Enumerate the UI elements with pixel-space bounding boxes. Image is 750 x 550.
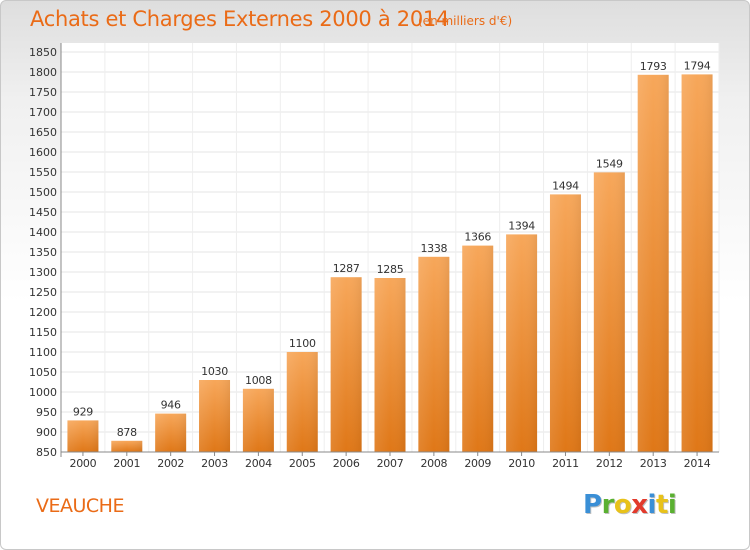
bar-shade-2004 xyxy=(242,388,274,452)
bars: 929 878 946 1030 1008 1100 1287 1285 1338 1366 139… xyxy=(67,59,713,453)
x-tick-label: 2000 xyxy=(70,457,97,470)
bar-shade-2011 xyxy=(549,194,581,452)
x-tick-label: 2012 xyxy=(596,457,623,470)
data-label: 1494 xyxy=(552,179,579,192)
data-label: 1100 xyxy=(289,337,316,350)
x-tick-label: 2013 xyxy=(640,457,667,470)
y-tick-label: 950 xyxy=(36,406,57,419)
y-tick-label: 1400 xyxy=(29,226,57,239)
y-tick-label: 1650 xyxy=(29,126,57,139)
x-tick-label: 2001 xyxy=(113,457,140,470)
data-label: 946 xyxy=(161,399,181,412)
bar-shade-2013 xyxy=(637,74,669,453)
y-tick-label: 1300 xyxy=(29,266,57,279)
proxiti-logo: Proxiti xyxy=(583,490,677,520)
y-tick-label: 1600 xyxy=(29,146,57,159)
y-tick-label: 1050 xyxy=(29,366,57,379)
commune-name: VEAUCHE xyxy=(36,495,124,517)
bar-shade-2003 xyxy=(199,380,231,452)
y-tick-label: 1550 xyxy=(29,166,57,179)
x-tick-label: 2014 xyxy=(684,457,711,470)
bar-shade-2009 xyxy=(462,245,494,452)
logo-letter: t xyxy=(655,490,668,520)
data-label: 1394 xyxy=(508,219,535,232)
y-tick-label: 1450 xyxy=(29,206,57,219)
data-label: 1287 xyxy=(333,262,360,275)
data-label: 1549 xyxy=(596,157,623,170)
logo-letter: x xyxy=(631,490,648,520)
x-tick-label: 2004 xyxy=(245,457,272,470)
x-tick-label: 2010 xyxy=(508,457,535,470)
bar-shade-2005 xyxy=(286,352,318,452)
bar-shade-2014 xyxy=(681,74,713,453)
bar-shade-2001 xyxy=(111,440,143,452)
y-tick-label: 1250 xyxy=(29,286,57,299)
logo-letter: o xyxy=(613,490,632,520)
bar-shade-2006 xyxy=(330,277,362,452)
logo-letter: i xyxy=(667,490,677,520)
x-tick-label: 2008 xyxy=(420,457,447,470)
y-tick-label: 1150 xyxy=(29,326,57,339)
data-label: 1030 xyxy=(201,365,228,378)
bar-shade-2000 xyxy=(67,420,99,452)
x-tick-label: 2011 xyxy=(552,457,579,470)
y-tick-label: 1100 xyxy=(29,346,57,359)
y-tick-label: 1850 xyxy=(29,46,57,59)
bar-shade-2002 xyxy=(155,413,187,452)
bar-shade-2012 xyxy=(593,172,625,452)
bar-shade-2008 xyxy=(418,256,450,452)
y-axis: 850 900 950 1000 1050 1100 1150 1200 1250 1300 135… xyxy=(29,43,62,459)
y-tick-label: 1750 xyxy=(29,86,57,99)
x-tick-label: 2003 xyxy=(201,457,228,470)
y-tick-label: 850 xyxy=(36,446,57,459)
y-tick-label: 1200 xyxy=(29,306,57,319)
logo-letter: P xyxy=(583,490,602,520)
y-tick-label: 1500 xyxy=(29,186,57,199)
data-label: 878 xyxy=(117,426,137,439)
x-tick-label: 2009 xyxy=(464,457,491,470)
y-tick-label: 1000 xyxy=(29,386,57,399)
logo-letter: i xyxy=(647,490,657,520)
data-label: 1794 xyxy=(684,59,711,72)
logo-letter: r xyxy=(601,490,615,520)
chart-subtitle: (en milliers d'€) xyxy=(418,14,513,28)
data-label: 1008 xyxy=(245,374,272,387)
data-label: 929 xyxy=(73,405,93,418)
x-tick-label: 2002 xyxy=(157,457,184,470)
y-tick-label: 1350 xyxy=(29,246,57,259)
data-label: 1338 xyxy=(420,242,447,255)
chart-title: Achats et Charges Externes 2000 à 2014 xyxy=(30,7,450,31)
y-tick-label: 900 xyxy=(36,426,57,439)
x-tick-label: 2006 xyxy=(333,457,360,470)
x-axis: 2000 2001 2002 2003 2004 2005 2006 2007 2008 2009… xyxy=(61,451,719,470)
data-label: 1366 xyxy=(464,231,491,244)
x-tick-label: 2005 xyxy=(289,457,316,470)
x-tick-label: 2007 xyxy=(377,457,404,470)
y-tick-label: 1700 xyxy=(29,106,57,119)
data-label: 1285 xyxy=(377,263,404,276)
y-tick-label: 1800 xyxy=(29,66,57,79)
bar-shade-2007 xyxy=(374,278,406,452)
bar-shade-2010 xyxy=(506,234,538,452)
data-label: 1793 xyxy=(640,60,667,73)
